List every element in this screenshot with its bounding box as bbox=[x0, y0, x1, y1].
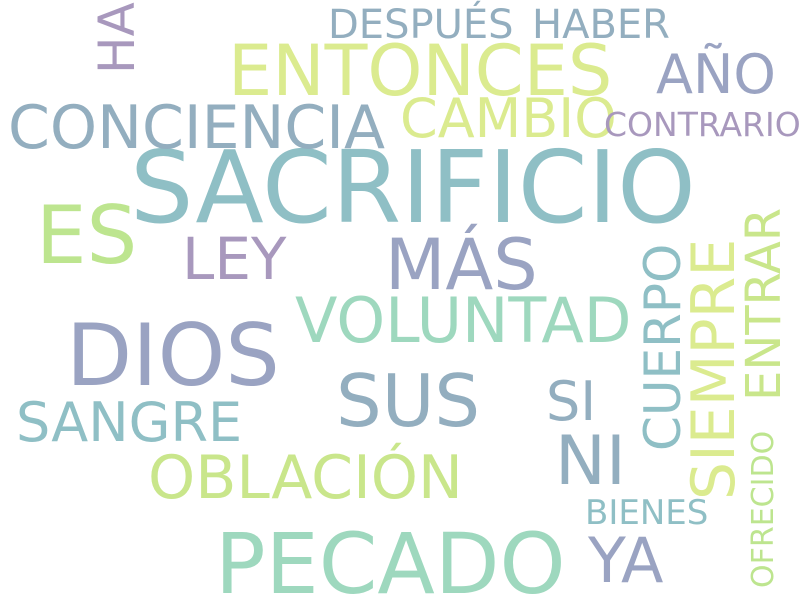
word-ofrecido: OFRECIDO bbox=[746, 430, 781, 588]
word-cloud: SACRIFICIO PECADO DIOS ENTONCES CONCIENC… bbox=[8, 2, 800, 606]
word-contrario: CONTRARIO bbox=[604, 105, 800, 144]
word-sacrificio: SACRIFICIO bbox=[130, 129, 696, 246]
word-conciencia: CONCIENCIA bbox=[8, 93, 386, 163]
word-entonces: ENTONCES bbox=[228, 30, 613, 112]
word-ni: NI bbox=[555, 422, 626, 501]
word-sus: SUS bbox=[336, 359, 481, 443]
word-ley: LEY bbox=[182, 225, 287, 293]
word-dios: DIOS bbox=[66, 306, 280, 406]
word-voluntad: VOLUNTAD bbox=[295, 284, 632, 357]
word-pecado: PECADO bbox=[215, 515, 566, 613]
word-ano: AÑO bbox=[656, 43, 776, 106]
word-es: ES bbox=[36, 189, 138, 282]
word-ya: YA bbox=[588, 524, 664, 597]
word-siempre: SIEMPRE bbox=[679, 238, 749, 500]
word-despues: DESPUÉS bbox=[328, 2, 514, 48]
word-oblacion: OBLACIÓN bbox=[148, 443, 463, 513]
word-ha: HA bbox=[88, 2, 146, 74]
word-bienes: BIENES bbox=[585, 493, 709, 533]
word-sangre: SANGRE bbox=[16, 391, 243, 454]
word-cambio: CAMBIO bbox=[400, 87, 617, 150]
word-entrar: ENTRAR bbox=[736, 207, 792, 401]
word-haber: HABER bbox=[532, 2, 670, 48]
word-mas: MÁS bbox=[385, 224, 538, 306]
word-si: SI bbox=[546, 370, 597, 433]
